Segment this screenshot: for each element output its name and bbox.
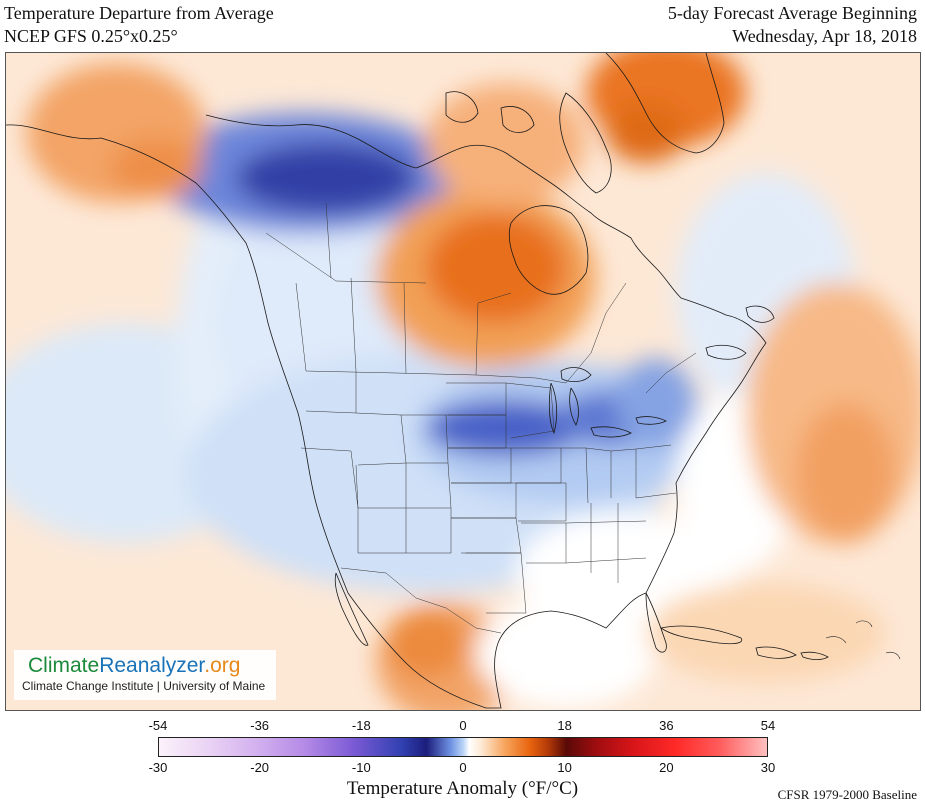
baseline-label: CFSR 1979-2000 Baseline [777, 787, 917, 802]
celsius-tick-label-0: -30 [148, 760, 168, 775]
fahrenheit-tick-label-0: -54 [148, 718, 168, 733]
logo-part-climate: Climate [28, 654, 100, 677]
fahrenheit-tick-label-6: 54 [760, 718, 776, 733]
logo-part-org: .org [204, 654, 241, 677]
colorbar-gradient [158, 737, 768, 757]
coastlines [6, 53, 829, 709]
forecast-label: 5-day Forecast Average Beginning [667, 3, 917, 23]
fahrenheit-tick-label-3: 0 [459, 718, 467, 733]
logo-panel [14, 650, 276, 700]
fahrenheit-tick-label-5: 36 [659, 718, 674, 733]
forecast-date: Wednesday, Apr 18, 2018 [732, 26, 917, 46]
map-title: Temperature Departure from Average [4, 3, 274, 23]
political-boundaries [265, 202, 697, 634]
celsius-tick-label-6: 30 [760, 760, 776, 775]
celsius-tick-label-4: 10 [557, 760, 572, 775]
fahrenheit-tick-label-2: -18 [351, 718, 371, 733]
fahrenheit-tick-label-4: 18 [557, 718, 572, 733]
fahrenheit-tick-label-1: -36 [250, 718, 270, 733]
celsius-tick-label-3: 0 [459, 760, 467, 775]
celsius-tick-label-1: -20 [250, 760, 270, 775]
celsius-tick-label-2: -10 [351, 760, 371, 775]
caribbean-islands [825, 620, 901, 660]
anomaly-field [6, 53, 920, 710]
colorbar-title: Temperature Anomaly (°F/°C) [346, 778, 579, 799]
colorbar [158, 737, 768, 757]
model-name: NCEP GFS 0.25°x0.25° [4, 26, 178, 46]
celsius-tick-label-5: 20 [659, 760, 674, 775]
logo-subtitle: Climate Change Institute | University of… [22, 679, 266, 693]
logo-part-reanalyzer: Reanalyzer [99, 654, 205, 677]
anomaly-map [5, 52, 921, 711]
climate-reanalyzer-logo[interactable]: ClimateReanalyzer.org [28, 654, 240, 678]
